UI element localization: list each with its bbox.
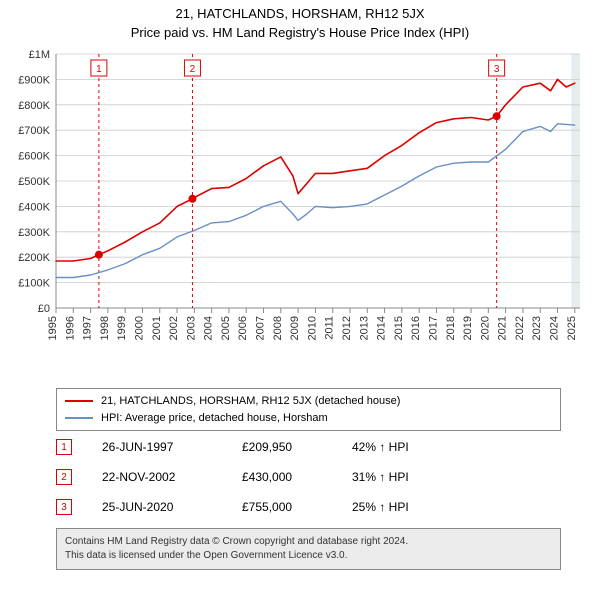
footer-attribution: Contains HM Land Registry data © Crown c… xyxy=(56,528,561,570)
svg-text:2021: 2021 xyxy=(497,316,509,340)
svg-text:£100K: £100K xyxy=(18,278,50,290)
svg-text:2001: 2001 xyxy=(151,316,163,340)
transaction-badge-3: 3 xyxy=(56,499,72,515)
svg-text:2016: 2016 xyxy=(410,316,422,340)
footer-line2: This data is licensed under the Open Gov… xyxy=(65,549,552,563)
transaction-price: £430,000 xyxy=(242,470,352,484)
svg-text:2008: 2008 xyxy=(272,316,284,340)
chart-container: 21, HATCHLANDS, HORSHAM, RH12 5JX Price … xyxy=(0,0,600,590)
table-row: 1 26-JUN-1997 £209,950 42% ↑ HPI xyxy=(56,432,561,462)
legend-item-property: 21, HATCHLANDS, HORSHAM, RH12 5JX (detac… xyxy=(65,393,552,410)
svg-text:1997: 1997 xyxy=(82,316,94,340)
svg-text:3: 3 xyxy=(494,64,500,75)
transaction-price: £755,000 xyxy=(242,500,352,514)
svg-text:2006: 2006 xyxy=(237,316,249,340)
transaction-badge-2: 2 xyxy=(56,469,72,485)
transaction-date: 22-NOV-2002 xyxy=(102,470,242,484)
svg-text:2013: 2013 xyxy=(358,316,370,340)
svg-text:£0: £0 xyxy=(38,303,50,315)
svg-text:2: 2 xyxy=(190,64,196,75)
svg-text:2002: 2002 xyxy=(168,316,180,340)
footer-line1: Contains HM Land Registry data © Crown c… xyxy=(65,535,552,549)
transaction-date: 25-JUN-2020 xyxy=(102,500,242,514)
legend-swatch-property xyxy=(65,400,93,402)
legend-box: 21, HATCHLANDS, HORSHAM, RH12 5JX (detac… xyxy=(56,388,561,431)
transaction-pct: 31% ↑ HPI xyxy=(352,470,492,484)
svg-text:1995: 1995 xyxy=(47,316,59,340)
svg-text:1998: 1998 xyxy=(99,316,111,340)
transactions-table: 1 26-JUN-1997 £209,950 42% ↑ HPI 2 22-NO… xyxy=(56,432,561,522)
transaction-price: £209,950 xyxy=(242,440,352,454)
svg-text:2017: 2017 xyxy=(427,316,439,340)
svg-text:2000: 2000 xyxy=(133,316,145,340)
legend-label-property: 21, HATCHLANDS, HORSHAM, RH12 5JX (detac… xyxy=(101,393,400,410)
svg-text:2024: 2024 xyxy=(549,316,561,340)
svg-text:1996: 1996 xyxy=(64,316,76,340)
legend-item-hpi: HPI: Average price, detached house, Hors… xyxy=(65,410,552,427)
transaction-badge-1: 1 xyxy=(56,439,72,455)
svg-text:2012: 2012 xyxy=(341,316,353,340)
svg-text:£1M: £1M xyxy=(29,49,50,61)
chart-title: 21, HATCHLANDS, HORSHAM, RH12 5JX xyxy=(0,0,600,21)
chart-plot-area: £0 £100K £200K £300K £400K £500K £600K £700K £80… xyxy=(0,48,600,378)
chart-svg: £0 £100K £200K £300K £400K £500K £600K £700K £80… xyxy=(0,48,600,378)
svg-text:£600K: £600K xyxy=(18,151,50,163)
transaction-pct: 25% ↑ HPI xyxy=(352,500,492,514)
legend-swatch-hpi xyxy=(65,417,93,419)
svg-text:2011: 2011 xyxy=(324,316,336,340)
svg-text:2018: 2018 xyxy=(445,316,457,340)
svg-text:2007: 2007 xyxy=(255,316,267,340)
svg-text:2019: 2019 xyxy=(462,316,474,340)
svg-text:£300K: £300K xyxy=(18,227,50,239)
svg-text:£800K: £800K xyxy=(18,100,50,112)
svg-text:2004: 2004 xyxy=(203,316,215,340)
legend-label-hpi: HPI: Average price, detached house, Hors… xyxy=(101,410,328,427)
svg-text:£500K: £500K xyxy=(18,176,50,188)
svg-text:1: 1 xyxy=(96,64,102,75)
svg-text:1999: 1999 xyxy=(116,316,128,340)
svg-text:2005: 2005 xyxy=(220,316,232,340)
svg-text:2020: 2020 xyxy=(479,316,491,340)
svg-text:2022: 2022 xyxy=(514,316,526,340)
transaction-date: 26-JUN-1997 xyxy=(102,440,242,454)
svg-text:2015: 2015 xyxy=(393,316,405,340)
svg-text:£400K: £400K xyxy=(18,201,50,213)
svg-text:2025: 2025 xyxy=(566,316,578,340)
svg-text:£700K: £700K xyxy=(18,125,50,137)
chart-subtitle: Price paid vs. HM Land Registry's House … xyxy=(0,21,600,46)
table-row: 3 25-JUN-2020 £755,000 25% ↑ HPI xyxy=(56,492,561,522)
svg-text:£900K: £900K xyxy=(18,74,50,86)
svg-text:2023: 2023 xyxy=(531,316,543,340)
svg-text:2014: 2014 xyxy=(376,316,388,340)
transaction-pct: 42% ↑ HPI xyxy=(352,440,492,454)
svg-text:2010: 2010 xyxy=(306,316,318,340)
svg-text:2009: 2009 xyxy=(289,316,301,340)
table-row: 2 22-NOV-2002 £430,000 31% ↑ HPI xyxy=(56,462,561,492)
svg-text:2003: 2003 xyxy=(185,316,197,340)
svg-text:£200K: £200K xyxy=(18,252,50,264)
